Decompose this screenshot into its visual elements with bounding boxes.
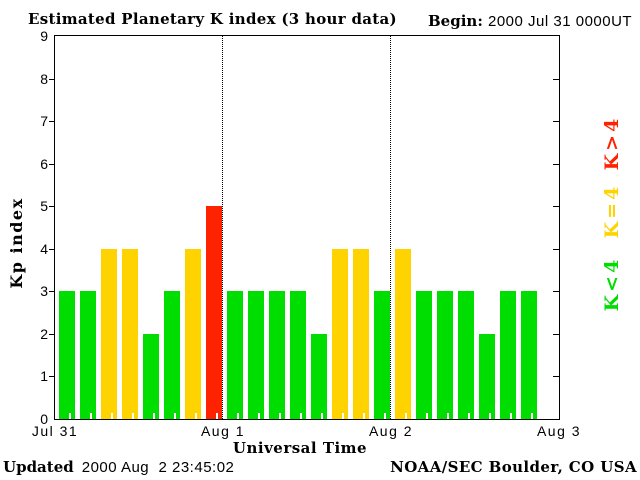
kp-bar (59, 291, 75, 419)
kp-bar (416, 291, 432, 419)
y-tick-mark-left (49, 78, 55, 80)
updated-value: 2000 Aug 2 23:45:02 (81, 459, 235, 476)
y-tick-label: 7 (40, 113, 48, 130)
hour-tick-mark (405, 413, 407, 419)
kp-bar (206, 206, 222, 419)
x-tick-label: Aug 1 (200, 423, 246, 439)
day-divider-line (222, 36, 223, 419)
kp-bar (458, 291, 474, 419)
kp-bar (101, 249, 117, 419)
y-tick-mark-right (553, 291, 559, 293)
kp-bar (479, 334, 495, 419)
y-tick-mark-right (553, 206, 559, 208)
kp-bar (227, 291, 243, 419)
y-tick-mark-right (553, 248, 559, 250)
kp-bar (332, 249, 348, 419)
y-tick-label: 2 (40, 325, 48, 342)
kp-bar (353, 249, 369, 419)
hour-tick-mark (468, 413, 470, 419)
hour-tick-mark (447, 413, 449, 419)
chart-title: Estimated Planetary K index (3 hour data… (28, 10, 397, 28)
y-tick-mark-left (49, 206, 55, 208)
y-tick-mark-left (49, 121, 55, 123)
kp-bar (185, 249, 201, 419)
hour-tick-mark (132, 413, 134, 419)
y-tick-mark-right (553, 163, 559, 165)
y-tick-mark-right (553, 121, 559, 123)
y-tick-mark-left (49, 163, 55, 165)
hour-tick-mark (195, 413, 197, 419)
y-tick-mark-right (553, 376, 559, 378)
kp-bar (311, 334, 327, 419)
y-tick-label: 6 (40, 155, 48, 172)
credit-text: NOAA/SEC Boulder, CO USA (390, 458, 637, 476)
hour-tick-mark (258, 413, 260, 419)
hour-tick-mark (300, 413, 302, 419)
hour-tick-mark (174, 413, 176, 419)
hour-tick-mark (531, 413, 533, 419)
x-tick-label: Aug 3 (536, 423, 582, 439)
hour-tick-mark (111, 413, 113, 419)
legend-label: K<4 (601, 256, 623, 312)
hour-tick-mark (342, 413, 344, 419)
y-tick-label: 9 (40, 28, 48, 44)
updated-label: Updated (3, 458, 74, 476)
hour-tick-mark (69, 413, 71, 419)
hour-tick-mark (426, 413, 428, 419)
y-tick-mark-left (49, 291, 55, 293)
y-tick-label: 0 (40, 411, 48, 427)
kp-bar (143, 334, 159, 419)
plot-area (54, 35, 560, 420)
hour-tick-mark (90, 413, 92, 419)
kp-bar (269, 291, 285, 419)
y-tick-mark-right (553, 333, 559, 335)
hour-tick-mark (510, 413, 512, 419)
kp-bar (437, 291, 453, 419)
hour-tick-mark (237, 413, 239, 419)
y-tick-label: 1 (40, 368, 48, 385)
y-tick-mark-left (49, 376, 55, 378)
kp-bar (122, 249, 138, 419)
kp-bar (290, 291, 306, 419)
x-tick-label: Aug 2 (368, 423, 414, 439)
y-tick-label: 3 (40, 283, 48, 300)
y-tick-label: 5 (40, 198, 48, 215)
kp-bar (374, 291, 390, 419)
kp-bar (248, 291, 264, 419)
y-tick-mark-right (553, 78, 559, 80)
y-tick-label: 4 (40, 240, 48, 257)
day-divider-line (390, 36, 391, 419)
hour-tick-mark (321, 413, 323, 419)
updated-line: Updated 2000 Aug 2 23:45:02 (3, 458, 234, 476)
y-tick-label: 8 (40, 70, 48, 87)
hour-tick-mark (384, 413, 386, 419)
x-axis-title: Universal Time (232, 439, 368, 457)
kp-bar (500, 291, 516, 419)
kp-bar (164, 291, 180, 419)
kp-bar (395, 249, 411, 419)
y-tick-mark-left (49, 333, 55, 335)
hour-tick-mark (279, 413, 281, 419)
kp-bar (521, 291, 537, 419)
begin-label: Begin: (428, 12, 483, 30)
hour-tick-mark (153, 413, 155, 419)
x-tick-label: Jul 31 (31, 423, 79, 439)
begin-value: 2000 Jul 31 0000UT (488, 13, 633, 30)
kp-bar (80, 291, 96, 419)
hour-tick-mark (363, 413, 365, 419)
hour-tick-mark (489, 413, 491, 419)
hour-tick-mark (216, 413, 218, 419)
y-tick-mark-left (49, 248, 55, 250)
